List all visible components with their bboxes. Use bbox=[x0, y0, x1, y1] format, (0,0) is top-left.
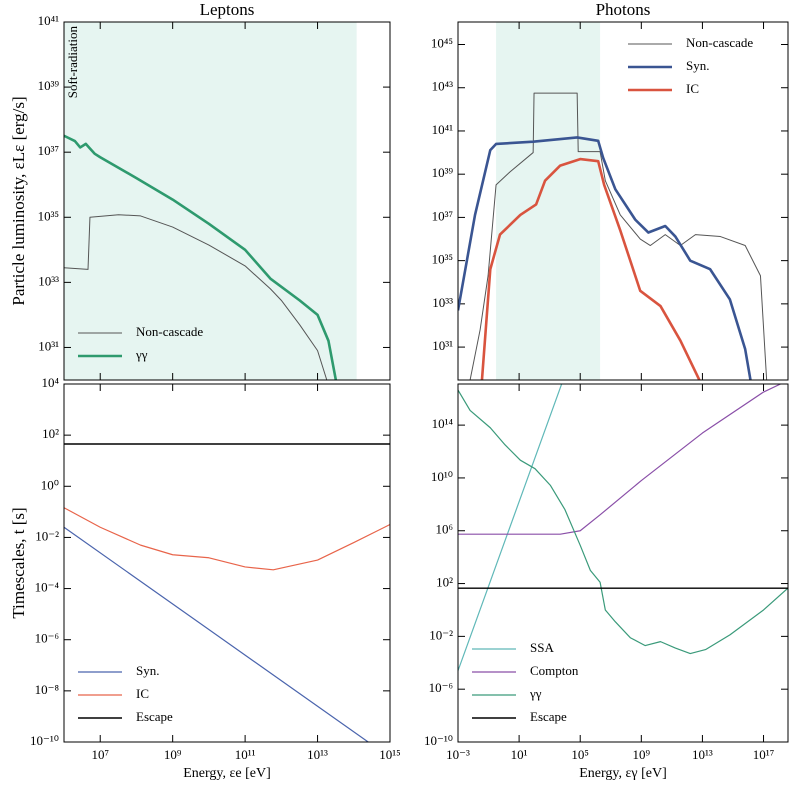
legend-label: IC bbox=[686, 81, 699, 96]
panel-title: Photons bbox=[596, 0, 651, 19]
series-line bbox=[469, 92, 768, 380]
shaded-region bbox=[496, 22, 601, 380]
legend-label: Compton bbox=[530, 663, 579, 678]
x-tick-label: 10¹¹ bbox=[235, 747, 256, 762]
y-tick-label: 10³¹ bbox=[38, 338, 59, 353]
x-axis-label: Energy, εγ [eV] bbox=[579, 766, 666, 781]
y-axis-label: Timescales, t [s] bbox=[9, 507, 28, 618]
plot-area bbox=[64, 134, 338, 380]
legend-label: Syn. bbox=[136, 663, 159, 678]
x-tick-label: 10⁹ bbox=[633, 747, 651, 762]
y-tick-label: 10⁴¹ bbox=[432, 122, 454, 137]
series-line bbox=[64, 526, 370, 742]
series-line bbox=[458, 384, 781, 535]
x-tick-label: 10¹³ bbox=[307, 747, 328, 762]
series-line bbox=[458, 384, 563, 671]
y-tick-label: 10⁻⁶ bbox=[429, 680, 453, 695]
x-tick-label: 10¹⁷ bbox=[753, 747, 774, 762]
legend-label: Escape bbox=[136, 709, 173, 724]
y-tick-label: 10³³ bbox=[432, 295, 453, 310]
x-tick-label: 10⁷ bbox=[91, 747, 109, 762]
y-tick-label: 10⁻¹⁰ bbox=[30, 733, 59, 748]
y-tick-label: 10⁴¹ bbox=[38, 13, 60, 28]
y-tick-label: 10⁴ bbox=[41, 375, 59, 390]
x-tick-label: 10¹⁵ bbox=[379, 747, 400, 762]
y-tick-label: 10⁻² bbox=[35, 528, 59, 543]
y-tick-label: 10¹⁴ bbox=[432, 416, 454, 431]
y-tick-label: 10² bbox=[436, 575, 453, 590]
plot-area bbox=[458, 384, 788, 671]
series-line bbox=[480, 157, 701, 380]
legend-label: Non-cascade bbox=[136, 324, 203, 339]
y-tick-label: 10³⁵ bbox=[38, 208, 59, 223]
plot-area bbox=[458, 92, 768, 380]
panel-frame bbox=[63, 383, 391, 743]
x-tick-label: 10⁵ bbox=[571, 747, 589, 762]
y-tick-label: 10³⁹ bbox=[432, 165, 454, 180]
y-tick-label: 10⁴⁵ bbox=[431, 35, 453, 50]
y-tick-label: 10² bbox=[42, 426, 59, 441]
panel-frame bbox=[457, 21, 789, 381]
y-tick-label: 10³³ bbox=[38, 273, 59, 288]
legend-label: SSA bbox=[530, 640, 554, 655]
y-tick-label: 10⁶ bbox=[435, 522, 453, 537]
y-tick-label: 10³⁵ bbox=[432, 252, 453, 267]
y-tick-label: 10¹⁰ bbox=[431, 469, 453, 484]
x-axis-label: Energy, εe [eV] bbox=[183, 766, 271, 781]
panel-title: Leptons bbox=[200, 0, 255, 19]
x-tick-label: 10⁻³ bbox=[446, 747, 470, 762]
series-line bbox=[458, 136, 752, 380]
series-line bbox=[458, 389, 788, 655]
y-tick-label: 10⁻² bbox=[429, 627, 453, 642]
legend-label: Syn. bbox=[686, 58, 709, 73]
y-tick-label: 10³⁷ bbox=[38, 143, 59, 158]
legend-label: Escape bbox=[530, 709, 567, 724]
legend-label: γγ bbox=[135, 347, 148, 362]
y-tick-label: 10⁰ bbox=[41, 477, 59, 492]
y-tick-label: 10⁴³ bbox=[432, 79, 454, 94]
series-line bbox=[64, 507, 390, 571]
y-tick-label: 10³⁹ bbox=[38, 78, 60, 93]
legend-label: IC bbox=[136, 686, 149, 701]
x-tick-label: 10¹³ bbox=[692, 747, 713, 762]
y-tick-label: 10⁻⁸ bbox=[35, 682, 60, 697]
series-line bbox=[64, 214, 328, 380]
x-tick-label: 10¹ bbox=[511, 747, 528, 762]
y-tick-label: 10⁻⁴ bbox=[35, 580, 60, 595]
legend-label: γγ bbox=[529, 686, 542, 701]
y-tick-label: 10⁻¹⁰ bbox=[424, 733, 453, 748]
x-tick-label: 10⁹ bbox=[164, 747, 182, 762]
y-tick-label: 10³⁷ bbox=[432, 208, 453, 223]
panel-frame bbox=[457, 383, 789, 743]
annotation: Soft-radiation bbox=[65, 26, 80, 99]
panel-frame bbox=[63, 21, 391, 381]
y-axis-label: Particle luminosity, εLε [erg/s] bbox=[9, 96, 28, 305]
y-tick-label: 10³¹ bbox=[432, 338, 453, 353]
y-tick-label: 10⁻⁶ bbox=[35, 631, 59, 646]
shaded-region bbox=[64, 22, 357, 380]
plot-area bbox=[64, 443, 390, 742]
series-line bbox=[64, 134, 338, 380]
legend-label: Non-cascade bbox=[686, 35, 753, 50]
